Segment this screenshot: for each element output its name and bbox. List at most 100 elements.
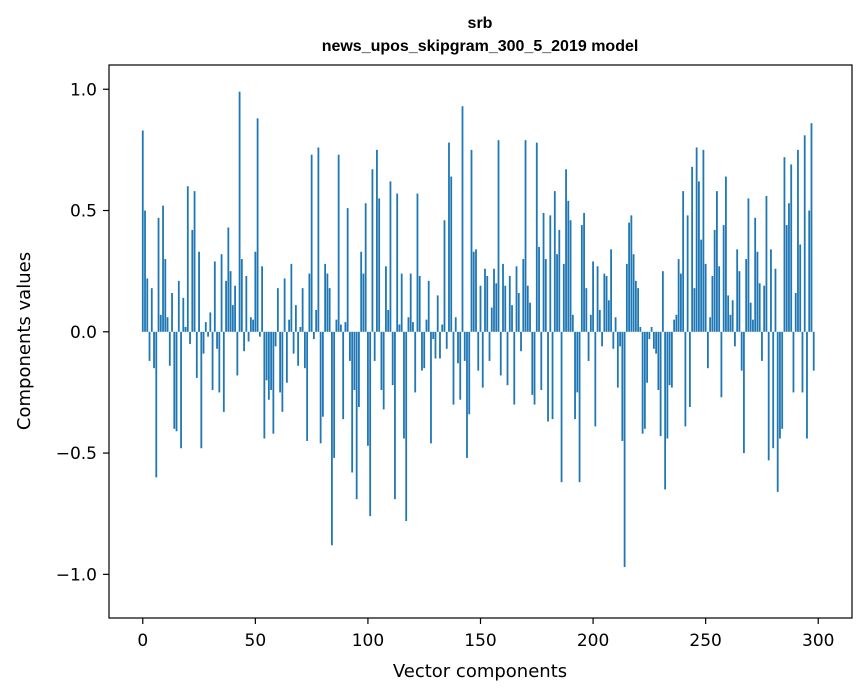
bar-92 <box>349 331 351 361</box>
bar-196 <box>583 212 585 332</box>
bar-48 <box>249 317 252 332</box>
x-axis-label: Vector components <box>393 661 567 682</box>
bar-12 <box>168 331 171 366</box>
bar-19 <box>184 326 187 332</box>
bar-68 <box>294 305 297 332</box>
bar-240 <box>682 191 685 332</box>
bar-236 <box>673 319 676 332</box>
y-axis: −1.0 −0.5 0.0 0.5 1.0 <box>56 80 109 585</box>
bar-246 <box>695 147 698 332</box>
bar-207 <box>607 300 610 332</box>
bar-112 <box>394 331 396 500</box>
bar-126 <box>425 319 428 332</box>
bar-14 <box>173 331 176 429</box>
bar-183 <box>553 191 556 332</box>
bar-94 <box>353 331 356 391</box>
bar-205 <box>603 273 606 332</box>
bar-49 <box>252 319 254 332</box>
bar-174 <box>533 331 536 405</box>
bar-227 <box>652 331 655 349</box>
bar-234 <box>668 331 671 386</box>
bar-108 <box>385 266 387 332</box>
bar-9 <box>162 205 164 332</box>
bar-290 <box>794 292 797 332</box>
bar-278 <box>767 331 770 461</box>
bar-148 <box>475 249 477 332</box>
bar-120 <box>412 322 414 332</box>
bar-70 <box>299 326 302 332</box>
bar-258 <box>722 225 725 332</box>
bar-263 <box>734 331 736 347</box>
bar-180 <box>547 331 549 422</box>
bar-248 <box>700 239 703 332</box>
bar-133 <box>441 324 444 332</box>
bar-21 <box>189 331 191 344</box>
bar-79 <box>319 331 322 444</box>
bar-93 <box>351 331 354 473</box>
bar-83 <box>328 288 331 332</box>
bar-222 <box>641 331 644 434</box>
bar-143 <box>463 331 466 361</box>
bar-97 <box>360 251 363 332</box>
bar-100 <box>367 331 369 446</box>
y-tick-label: −0.5 <box>56 444 97 464</box>
plot-frame <box>108 64 853 619</box>
bar-109 <box>387 309 390 332</box>
bar-110 <box>389 181 392 332</box>
bar-171 <box>526 285 529 332</box>
bar-217 <box>630 215 633 332</box>
bar-103 <box>373 331 376 361</box>
bar-179 <box>544 259 547 332</box>
bar-150 <box>479 285 482 332</box>
bar-85 <box>333 331 336 458</box>
bar-223 <box>643 331 646 429</box>
bar-99 <box>364 203 367 332</box>
bar-15 <box>175 331 178 432</box>
bar-63 <box>283 278 286 332</box>
bar-206 <box>605 276 608 332</box>
bar-73 <box>306 331 309 441</box>
bar-224 <box>646 331 649 383</box>
bar-98 <box>362 273 365 332</box>
bar-233 <box>666 331 669 439</box>
bar-51 <box>256 118 259 332</box>
bar-189 <box>567 200 570 332</box>
bar-275 <box>761 331 763 361</box>
bar-265 <box>738 271 741 332</box>
bar-271 <box>752 319 754 332</box>
bar-287 <box>788 203 790 332</box>
bar-46 <box>245 276 248 332</box>
bar-232 <box>664 331 667 490</box>
bar-129 <box>432 331 435 340</box>
bar-27 <box>202 331 205 354</box>
bar-53 <box>261 266 263 332</box>
x-tick-label: 50 <box>245 631 267 651</box>
bar-151 <box>481 331 484 388</box>
y-axis-label: Components values <box>14 252 35 430</box>
bar-104 <box>376 149 378 332</box>
bar-243 <box>688 331 691 407</box>
bar-7 <box>157 217 160 332</box>
bar-16 <box>177 280 180 332</box>
bar-78 <box>317 147 320 332</box>
bar-38 <box>227 227 230 332</box>
bar-231 <box>661 271 664 332</box>
bar-137 <box>450 176 453 332</box>
bar-210 <box>614 317 617 332</box>
bar-106 <box>380 331 383 391</box>
y-tick-label: 0.5 <box>70 202 97 222</box>
bar-107 <box>382 331 385 410</box>
bar-30 <box>209 312 212 332</box>
bar-84 <box>331 331 333 546</box>
bar-23 <box>193 191 196 332</box>
bar-192 <box>574 331 576 420</box>
bar-128 <box>430 331 432 444</box>
bar-74 <box>308 273 311 332</box>
bar-211 <box>616 331 619 388</box>
bar-249 <box>702 149 705 332</box>
bar-216 <box>628 222 630 332</box>
bar-270 <box>749 302 752 332</box>
bar-130 <box>434 331 437 359</box>
bar-250 <box>704 263 707 332</box>
